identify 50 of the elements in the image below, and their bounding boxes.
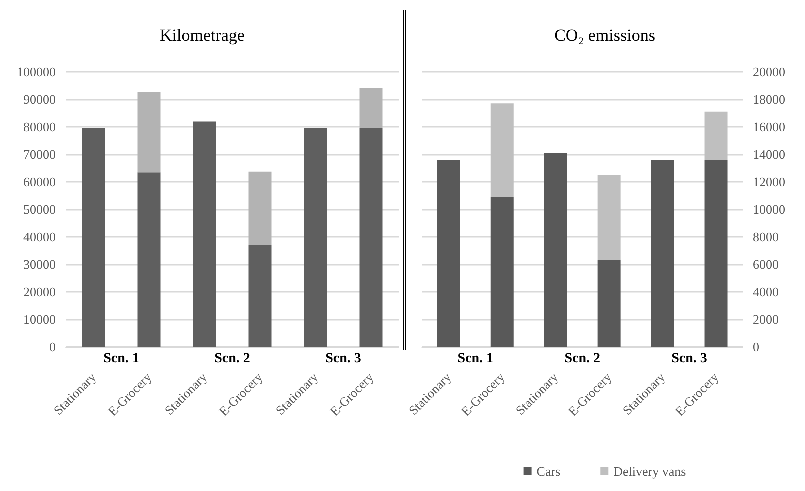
y-tick-label: 20000 [24, 284, 56, 300]
chart-title: Kilometrage [160, 26, 245, 45]
text: Scn. 1 [104, 352, 140, 366]
legend-label: Delivery vans [614, 464, 686, 479]
y2-tick-label: 18000 [753, 92, 786, 107]
y2-tick-label: 16000 [753, 120, 786, 134]
y2-tick-label: 20000 [753, 64, 786, 80]
y-tick-label: 30000 [24, 257, 56, 272]
bar [193, 122, 216, 347]
bar [304, 128, 328, 347]
y-tick-label: 0 [50, 340, 56, 354]
bar [598, 175, 621, 260]
y-tick-label: 80000 [24, 120, 56, 134]
y2-tick-label: 12000 [753, 174, 786, 190]
bar [704, 160, 728, 347]
y-tick-label: 100000 [17, 64, 56, 80]
bar [704, 112, 728, 160]
y2-tick-label: 14000 [753, 147, 786, 162]
bar [82, 128, 106, 347]
bar [248, 245, 272, 347]
y2-tick-label: 10000 [753, 202, 786, 217]
text: Scn. 2 [214, 352, 250, 366]
bar [598, 260, 621, 347]
bar [490, 104, 514, 198]
bar [651, 160, 674, 347]
bar [437, 160, 460, 347]
text: Scn. 2 [564, 352, 600, 366]
y2-tick-label: 8000 [753, 230, 779, 244]
y-tick-label: 10000 [24, 312, 56, 327]
legend-label: Cars [536, 464, 561, 479]
bar [490, 197, 514, 347]
text: Scn. 3 [326, 352, 362, 366]
bar [360, 88, 383, 128]
chart-title: CO₂ emissions [554, 26, 656, 45]
y-tick-label: 40000 [24, 230, 56, 244]
bar [248, 172, 272, 246]
bar [138, 172, 161, 347]
text: Scn. 1 [458, 352, 494, 366]
y-tick-label: 70000 [24, 147, 56, 162]
y-tick-label: 90000 [24, 92, 56, 107]
bar [138, 92, 161, 173]
y2-tick-label: 4000 [753, 284, 779, 300]
y-tick-label: 50000 [24, 202, 56, 217]
text: Scn. 3 [672, 352, 708, 366]
bar [544, 153, 568, 347]
bar [360, 128, 383, 347]
y2-tick-label: 2000 [753, 312, 779, 327]
y-tick-label: 60000 [24, 174, 56, 190]
y2-tick-label: 0 [753, 340, 760, 354]
y2-tick-label: 6000 [753, 257, 779, 272]
